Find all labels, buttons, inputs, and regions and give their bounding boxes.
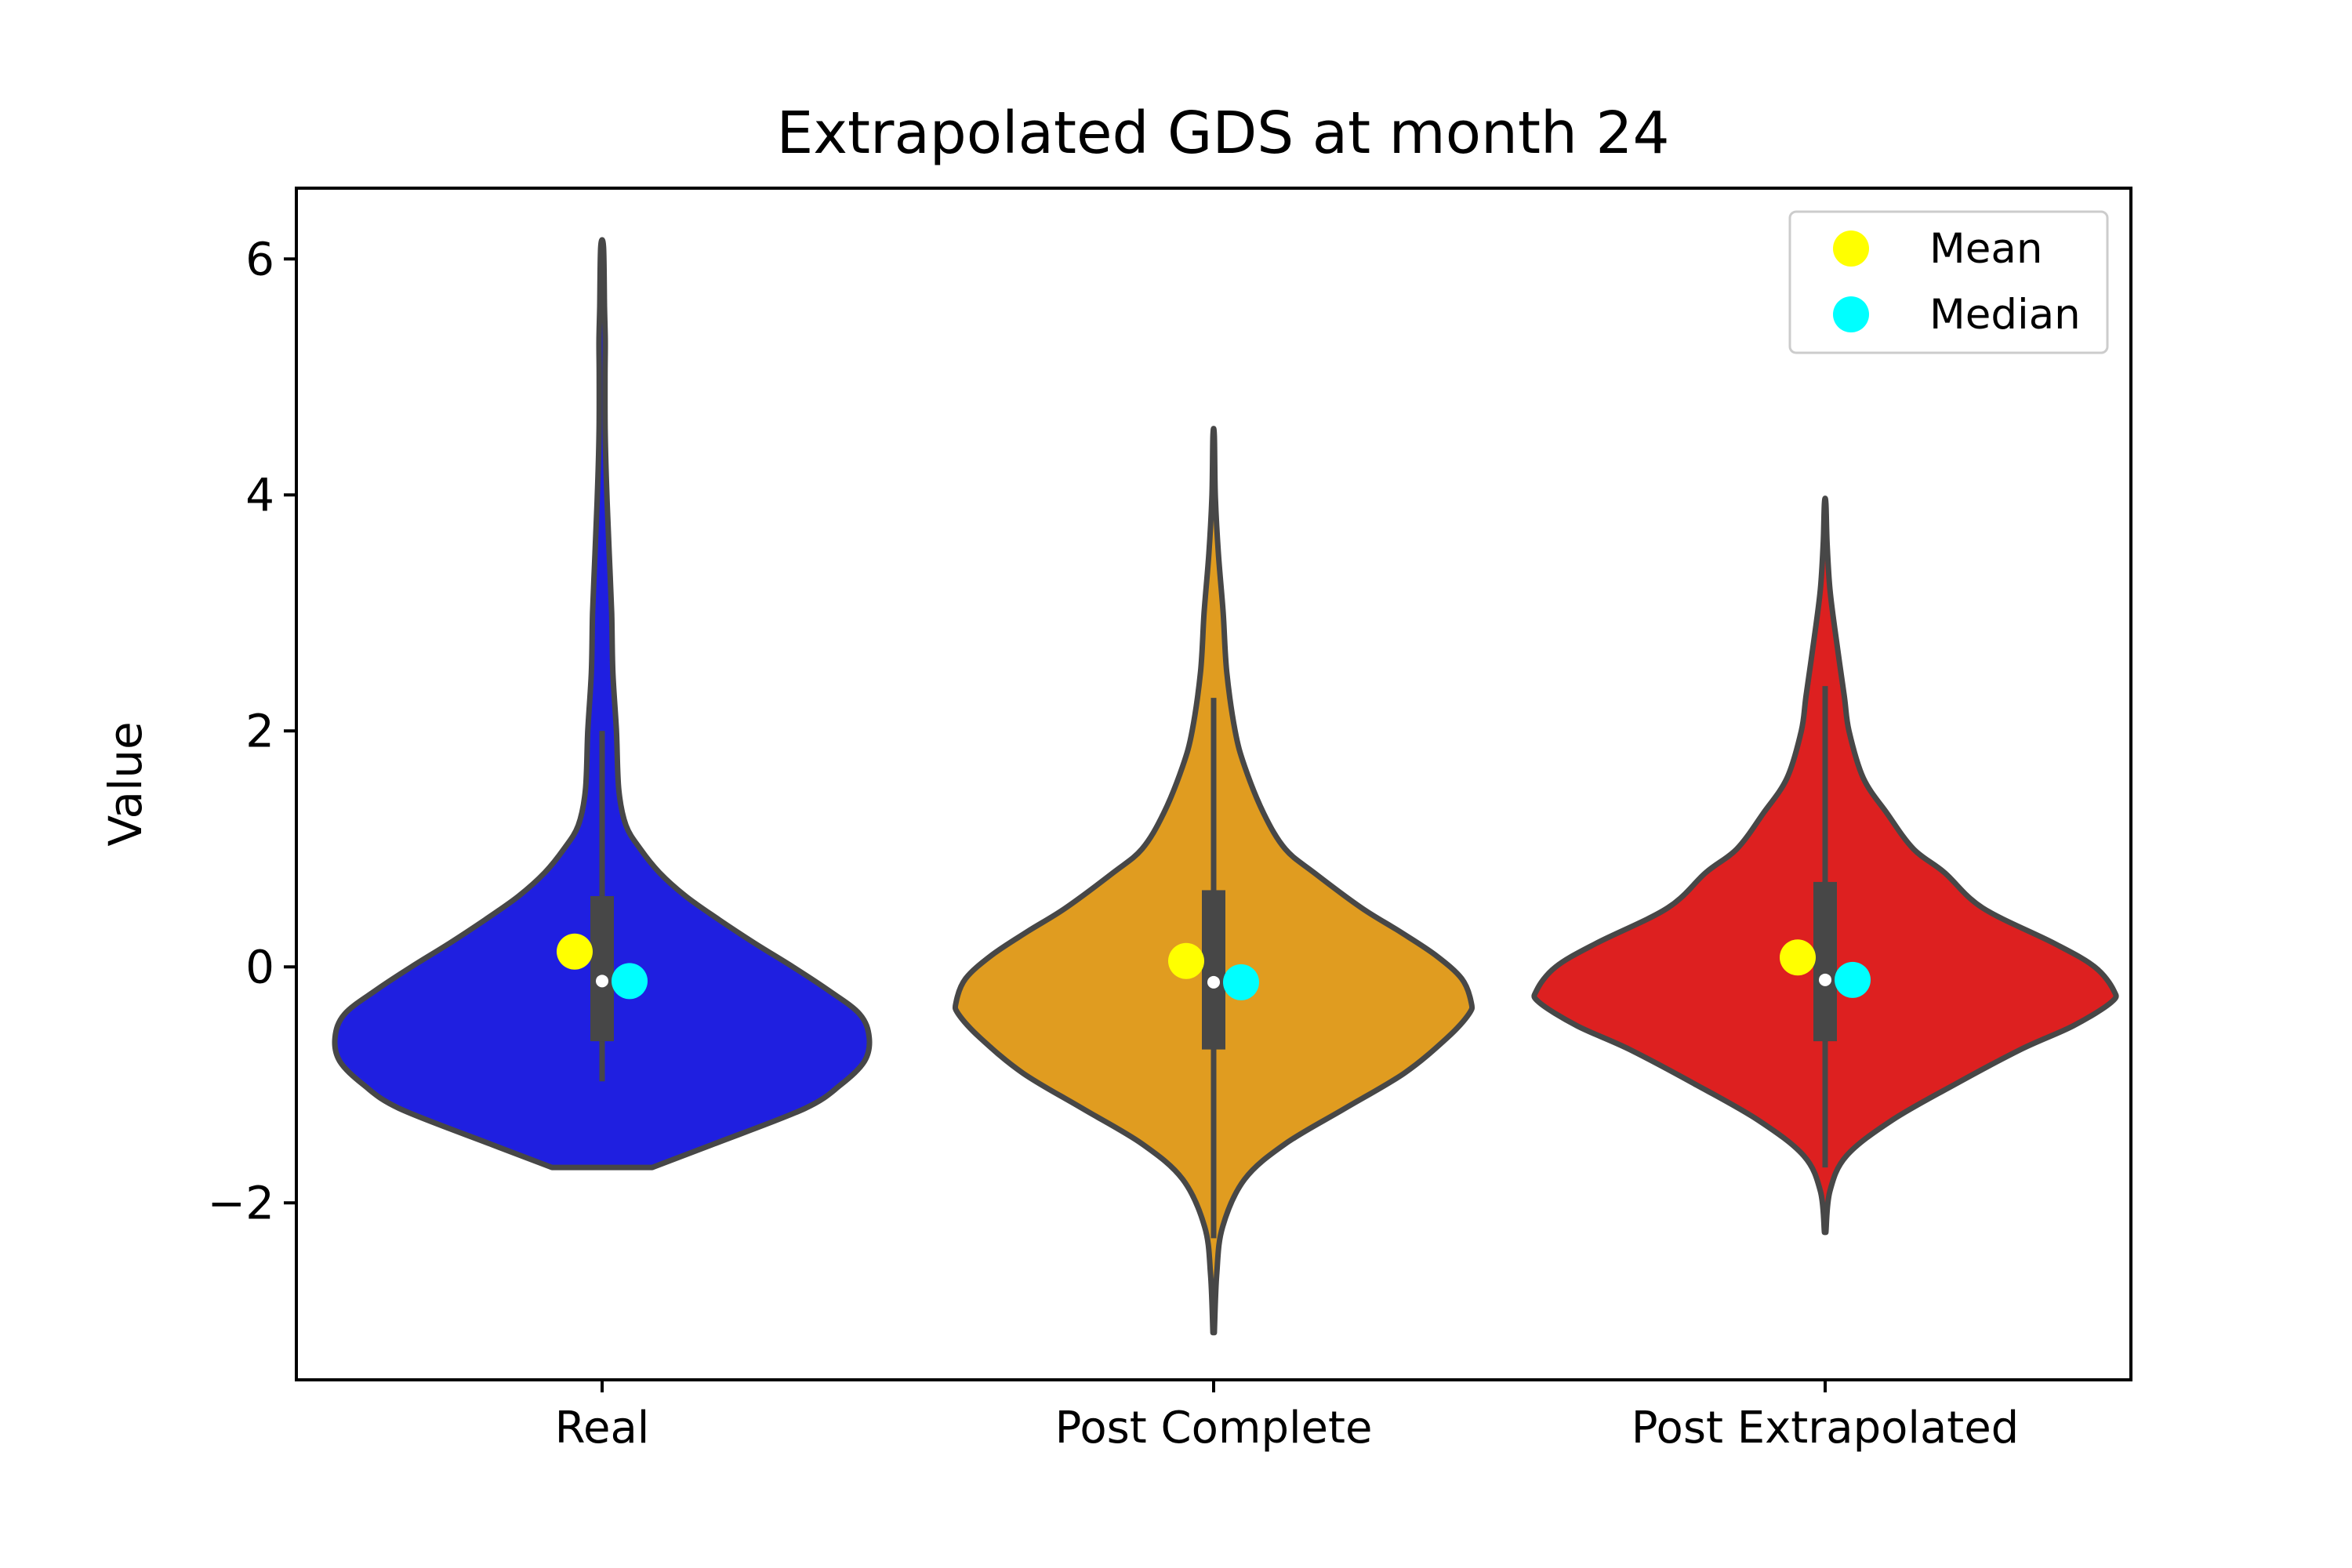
y-tick-label: 2 bbox=[245, 704, 274, 757]
iqr-box bbox=[1202, 890, 1225, 1050]
legend: Mean Median bbox=[1788, 210, 2109, 354]
mean-point bbox=[1780, 939, 1816, 976]
x-tick-label: Post Complete bbox=[1055, 1403, 1373, 1454]
legend-label-mean: Mean bbox=[1929, 225, 2042, 273]
median-marker bbox=[1819, 973, 1831, 986]
plot-area bbox=[332, 237, 2119, 1336]
median-point bbox=[1835, 961, 1871, 998]
median-point bbox=[1223, 964, 1259, 1000]
iqr-box bbox=[1813, 881, 1837, 1042]
legend-box bbox=[1788, 210, 2109, 354]
y-tick-label: 6 bbox=[245, 232, 274, 285]
y-tick-label: −2 bbox=[208, 1176, 275, 1229]
median-marker bbox=[1207, 975, 1220, 989]
chart-title: Extrapolated GDS at month 24 bbox=[776, 100, 1669, 167]
y-tick-label: 4 bbox=[245, 468, 274, 521]
median-marker bbox=[596, 975, 608, 988]
y-axis-label: Value bbox=[99, 721, 152, 846]
mean-point bbox=[1168, 942, 1204, 979]
legend-marker-median bbox=[1833, 296, 1869, 332]
median-point bbox=[612, 963, 648, 1000]
x-tick-label: Real bbox=[555, 1403, 650, 1454]
violin-real bbox=[332, 237, 873, 1171]
y-tick-label: 0 bbox=[245, 940, 274, 993]
iqr-box bbox=[590, 895, 614, 1042]
legend-marker-mean bbox=[1833, 230, 1869, 267]
x-tick-label: Post Extrapolated bbox=[1632, 1403, 2019, 1454]
legend-label-median: Median bbox=[1929, 291, 2081, 339]
mean-point bbox=[557, 933, 593, 970]
axes: −2 0 2 4 6 Real Post Complete Post Extrapolated bbox=[208, 187, 2132, 1454]
